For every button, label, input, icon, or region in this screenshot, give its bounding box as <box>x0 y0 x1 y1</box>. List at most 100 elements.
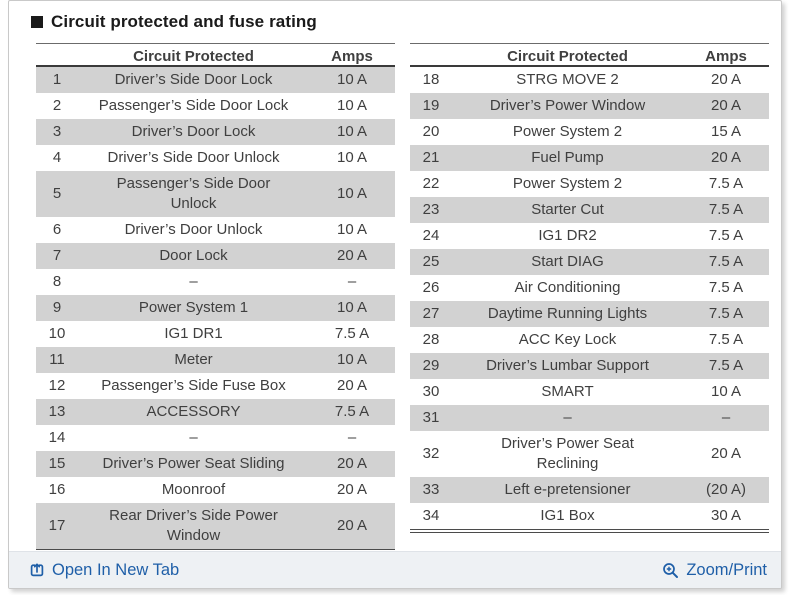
fuse-amps-cell: 7.5 A <box>708 305 744 322</box>
table-row: 16 Moonroof 20 A <box>36 477 395 503</box>
fuse-amps-cell: 20 A <box>710 149 742 166</box>
fuse-circuit-cell: Passenger’s Side Door Unlock <box>116 175 271 212</box>
fuse-circuit-cell: SMART <box>541 383 594 400</box>
fuse-amps-cell: 30 A <box>710 507 742 524</box>
table-row: 24 IG1 DR2 7.5 A <box>410 223 769 249</box>
fuse-table-right: Circuit Protected Amps 18 STRG MOVE 2 20 A… <box>410 43 769 553</box>
fuse-circuit-cell: ACCESSORY <box>146 403 241 420</box>
fuse-num-cell: 10 <box>48 325 66 342</box>
fuse-circuit-cell: Meter <box>174 351 213 368</box>
fuse-num-cell: 12 <box>48 377 66 394</box>
fuse-num-cell: 31 <box>422 409 440 426</box>
fuse-circuit-cell: Air Conditioning <box>514 279 621 296</box>
fuse-circuit-cell: Starter Cut <box>531 201 604 218</box>
fuse-circuit-cell: – <box>189 429 198 446</box>
fuse-num-cell: 16 <box>48 481 66 498</box>
table-row: 7 Door Lock 20 A <box>36 243 395 269</box>
column-header-number <box>410 54 452 60</box>
fuse-circuit-cell: Driver’s Side Door Lock <box>114 71 273 88</box>
open-in-new-tab-button[interactable]: Open In New Tab <box>29 561 179 580</box>
table-row: 1 Driver’s Side Door Lock 10 A <box>36 67 395 93</box>
table-row: 8 – – <box>36 269 395 295</box>
fuse-num-cell: 18 <box>422 71 440 88</box>
fuse-num-cell: 19 <box>422 97 440 114</box>
fuse-amps-cell: 7.5 A <box>708 175 744 192</box>
column-header-number <box>36 54 78 60</box>
fuse-circuit-cell: – <box>189 273 198 290</box>
fuse-num-cell: 21 <box>422 149 440 166</box>
fuse-amps-cell: 10 A <box>336 123 368 140</box>
fuse-amps-cell: 7.5 A <box>708 331 744 348</box>
fuse-num-cell: 5 <box>52 185 62 202</box>
table-row: 13 ACCESSORY 7.5 A <box>36 399 395 425</box>
fuse-circuit-cell: Daytime Running Lights <box>487 305 648 322</box>
fuse-num-cell: 28 <box>422 331 440 348</box>
fuse-amps-cell: 20 A <box>336 247 368 264</box>
fuse-num-cell: 7 <box>52 247 62 264</box>
fuse-num-cell: 20 <box>422 123 440 140</box>
open-in-new-tab-icon <box>30 563 44 577</box>
table-row: 19 Driver’s Power Window 20 A <box>410 93 769 119</box>
fuse-num-cell: 17 <box>48 517 66 534</box>
fuse-amps-cell: 7.5 A <box>708 227 744 244</box>
table-row: 6 Driver’s Door Unlock 10 A <box>36 217 395 243</box>
section-bullet-icon <box>31 16 43 28</box>
fuse-amps-cell: 7.5 A <box>708 279 744 296</box>
table-row: 22 Power System 2 7.5 A <box>410 171 769 197</box>
fuse-num-cell: 27 <box>422 305 440 322</box>
table-row: 31 – – <box>410 405 769 431</box>
fuse-amps-cell: 10 A <box>336 185 368 202</box>
fuse-num-cell: 3 <box>52 123 62 140</box>
fuse-amps-cell: 20 A <box>336 517 368 534</box>
fuse-circuit-cell: Fuel Pump <box>531 149 604 166</box>
fuse-circuit-cell: Power System 2 <box>512 123 623 140</box>
fuse-circuit-cell: Passenger’s Side Fuse Box <box>101 377 286 394</box>
fuse-num-cell: 14 <box>48 429 66 446</box>
fuse-num-cell: 13 <box>48 403 66 420</box>
table-row: 33 Left e-pretensioner (20 A) <box>410 477 769 503</box>
zoom-print-button[interactable]: Zoom/Print <box>662 561 767 580</box>
fuse-amps-cell: 7.5 A <box>334 325 370 342</box>
table-row: 30 SMART 10 A <box>410 379 769 405</box>
zoom-icon <box>663 562 679 578</box>
fuse-amps-cell: 20 A <box>710 445 742 462</box>
table-row: 18 STRG MOVE 2 20 A <box>410 67 769 93</box>
open-in-new-tab-label: Open In New Tab <box>52 560 180 579</box>
fuse-num-cell: 25 <box>422 253 440 270</box>
table-row: 32 Driver’s Power Seat Reclining 20 A <box>410 431 769 477</box>
table-row: 23 Starter Cut 7.5 A <box>410 197 769 223</box>
fuse-num-cell: 2 <box>52 97 62 114</box>
table-row: 29 Driver’s Lumbar Support 7.5 A <box>410 353 769 379</box>
fuse-circuit-cell: Moonroof <box>161 481 226 498</box>
column-header-amps: Amps <box>705 48 747 65</box>
fuse-amps-cell: 7.5 A <box>334 403 370 420</box>
fuse-circuit-cell: IG1 DR1 <box>164 325 223 342</box>
fuse-circuit-cell: Door Lock <box>159 247 228 264</box>
fuse-tables: Circuit Protected Amps 1 Driver’s Side Do… <box>36 43 769 553</box>
fuse-num-cell: 22 <box>422 175 440 192</box>
section-title-text: Circuit protected and fuse rating <box>51 12 317 31</box>
table-header-row: Circuit Protected Amps <box>36 43 395 67</box>
fuse-circuit-cell: Driver’s Door Lock <box>131 123 256 140</box>
fuse-amps-cell: 7.5 A <box>708 253 744 270</box>
table-row: 27 Daytime Running Lights 7.5 A <box>410 301 769 327</box>
table-row: 9 Power System 1 10 A <box>36 295 395 321</box>
fuse-amps-cell: – <box>347 429 357 446</box>
fuse-num-cell: 33 <box>422 481 440 498</box>
fuse-circuit-cell: Power System 2 <box>512 175 623 192</box>
fuse-amps-cell: 7.5 A <box>708 357 744 374</box>
fuse-num-cell: 32 <box>422 445 440 462</box>
fuse-num-cell: 9 <box>52 299 62 316</box>
fuse-circuit-cell: Driver’s Door Unlock <box>124 221 263 238</box>
table-row: 28 ACC Key Lock 7.5 A <box>410 327 769 353</box>
fuse-table-left: Circuit Protected Amps 1 Driver’s Side Do… <box>36 43 395 553</box>
fuse-circuit-cell: IG1 Box <box>540 507 595 524</box>
table-row: 3 Driver’s Door Lock 10 A <box>36 119 395 145</box>
table-row: 20 Power System 2 15 A <box>410 119 769 145</box>
panel-content: Circuit protected and fuse rating Circui… <box>9 1 781 553</box>
fuse-num-cell: 34 <box>422 507 440 524</box>
column-header-circuit: Circuit Protected <box>133 48 254 65</box>
fuse-amps-cell: – <box>347 273 357 290</box>
fuse-amps-cell: 10 A <box>336 299 368 316</box>
fuse-amps-cell: 20 A <box>710 71 742 88</box>
